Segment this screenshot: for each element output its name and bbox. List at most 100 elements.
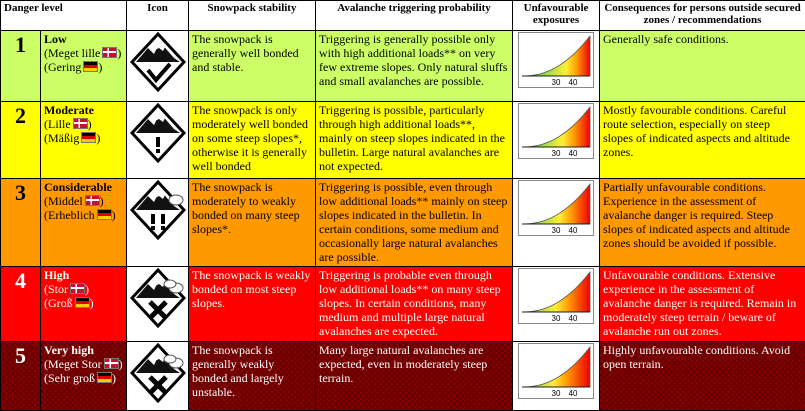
level-name-cell: Very high (Meget Stor) (Sehr groß) xyxy=(39,340,128,411)
exclamation-mark-icon xyxy=(129,103,187,164)
unfavourable-exposures-cell: 30 40 xyxy=(512,101,601,179)
tick-label: 30 xyxy=(552,78,561,87)
check-mark-icon xyxy=(129,31,187,93)
cross-mark-icon xyxy=(129,268,187,329)
cross-mark-icon xyxy=(129,342,187,403)
german-flag-icon xyxy=(83,61,99,72)
level-name-cell: High (Stor) (Groß) xyxy=(39,266,128,342)
paren-close: ) xyxy=(118,356,123,371)
level-number: 2 xyxy=(0,101,41,179)
level-name-danish: (Stor xyxy=(44,282,68,297)
consequences-text: Partially unfavourable conditions. Exper… xyxy=(599,177,805,268)
level-name-german: (Sehr groß xyxy=(44,370,95,385)
exposure-chart: 30 40 xyxy=(518,103,595,160)
exposure-chart: 30 40 xyxy=(518,179,595,236)
tick-label: 30 xyxy=(552,226,561,235)
level-name: Considerable xyxy=(44,179,113,194)
danger-level-row: 3 Considerable (Middel) (Erheblich) The … xyxy=(0,177,805,268)
paren-close: ) xyxy=(87,117,92,132)
danish-flag-icon xyxy=(102,47,118,58)
unfavourable-exposures-cell: 30 40 xyxy=(512,177,601,268)
snowpack-stability-text: The snowpack is generally weakly bonded … xyxy=(188,340,317,411)
consequences-text: Unfavourable conditions. Extensive exper… xyxy=(599,266,805,342)
snowpack-stability-text: The snowpack is only moderately well bon… xyxy=(188,101,317,179)
exposure-chart: 30 40 xyxy=(518,268,595,325)
header-danger-level: Danger level xyxy=(0,0,128,31)
danger-icon-cell xyxy=(126,29,190,103)
german-flag-icon xyxy=(74,297,90,309)
tick-label: 40 xyxy=(569,149,578,158)
danish-flag-icon xyxy=(84,194,100,206)
german-flag-icon xyxy=(96,208,112,220)
german-flag-icon xyxy=(81,132,97,144)
header-row: Danger level Icon Snowpack stability Ava… xyxy=(0,0,805,31)
german-flag-icon xyxy=(97,371,112,383)
consequences-text: Highly unfavourable conditions. Avoid op… xyxy=(599,340,805,411)
level-name-danish: (Meget lille xyxy=(44,46,101,60)
tick-label: 40 xyxy=(569,314,578,323)
paren-close: ) xyxy=(117,46,122,60)
tick-label: 30 xyxy=(552,314,561,323)
danger-level-row: 5 Very high (Meget Stor) (Sehr groß) The… xyxy=(0,340,805,411)
tick-label: 40 xyxy=(569,389,578,398)
level-name-danish: (Middel xyxy=(44,193,83,208)
tick-label: 30 xyxy=(552,389,561,398)
triggering-probability-text: Many large natural avalanches are expect… xyxy=(315,340,514,411)
paren-close: ) xyxy=(89,296,94,311)
triggering-probability-text: Triggering is generally possible only wi… xyxy=(315,29,514,103)
level-name: Moderate xyxy=(44,103,94,118)
danger-icon-cell xyxy=(126,266,190,342)
level-name-german: (Gering xyxy=(44,60,82,74)
paren-close: ) xyxy=(96,131,101,146)
level-name-cell: Considerable (Middel) (Erheblich) xyxy=(39,177,128,268)
level-name-cell: Low (Meget lille) (Gering) xyxy=(39,29,128,103)
header-snowpack-stability: Snowpack stability xyxy=(188,0,317,31)
unfavourable-exposures-cell: 30 40 xyxy=(512,266,601,342)
level-number: 4 xyxy=(0,266,41,342)
danger-level-row: 2 Moderate (Lille) (Mäßig) The snowpack … xyxy=(0,101,805,179)
danger-icon-cell xyxy=(126,177,190,268)
danish-flag-icon xyxy=(70,283,85,295)
consequences-text: Mostly favourable conditions. Careful ro… xyxy=(599,101,805,179)
paren-close: ) xyxy=(98,60,103,74)
header-consequences: Consequences for persons outside secured… xyxy=(599,0,805,31)
level-number: 3 xyxy=(0,177,41,268)
level-name: Low xyxy=(44,32,67,46)
level-name-cell: Moderate (Lille) (Mäßig) xyxy=(39,101,128,179)
level-name: High xyxy=(44,268,70,283)
danish-flag-icon xyxy=(72,118,88,130)
paren-close: ) xyxy=(111,207,116,222)
level-name-danish: (Meget Stor xyxy=(44,356,102,371)
triggering-probability-text: Triggering is possible, particularly thr… xyxy=(315,101,514,179)
level-name-german: (Mäßig xyxy=(44,131,80,146)
level-number: 5 xyxy=(0,340,41,411)
snowpack-stability-text: The snowpack is moderately to weakly bon… xyxy=(188,177,317,268)
snowpack-stability-text: The snowpack is generally well bonded an… xyxy=(188,29,317,103)
unfavourable-exposures-cell: 30 40 xyxy=(512,29,601,103)
unfavourable-exposures-cell: 30 40 xyxy=(512,340,601,411)
danger-icon-cell xyxy=(126,101,190,179)
danger-icon-cell xyxy=(126,340,190,411)
level-name-german: (Erheblich xyxy=(44,207,95,222)
snowpack-stability-text: The snowpack is weakly bonded on most st… xyxy=(188,266,317,342)
danger-level-row: 1 Low (Meget lille) (Gering) The snowpac… xyxy=(0,29,805,103)
danish-flag-icon xyxy=(103,357,119,369)
double-exclamation-mark-icon xyxy=(129,179,187,240)
consequences-text: Generally safe conditions. xyxy=(599,29,805,103)
tick-label: 30 xyxy=(552,149,561,158)
paren-close: ) xyxy=(85,282,89,297)
level-name-danish: (Lille xyxy=(44,117,71,132)
tick-label: 40 xyxy=(569,226,578,235)
header-icon: Icon xyxy=(126,0,190,31)
triggering-probability-text: Triggering is probable even through low … xyxy=(315,266,514,342)
triggering-probability-text: Triggering is possible, even through low… xyxy=(315,177,514,268)
exposure-chart: 30 40 xyxy=(518,342,595,399)
paren-close: ) xyxy=(112,370,116,385)
level-name: Very high xyxy=(44,342,94,357)
level-number: 1 xyxy=(0,29,41,103)
danger-level-row: 4 High (Stor) (Groß) The snowpack is wea… xyxy=(0,266,805,342)
header-unfavourable-exposures: Unfavourable exposures xyxy=(512,0,601,31)
header-triggering-probability: Avalanche triggering probability xyxy=(315,0,514,31)
exposure-chart: 30 40 xyxy=(518,32,595,88)
